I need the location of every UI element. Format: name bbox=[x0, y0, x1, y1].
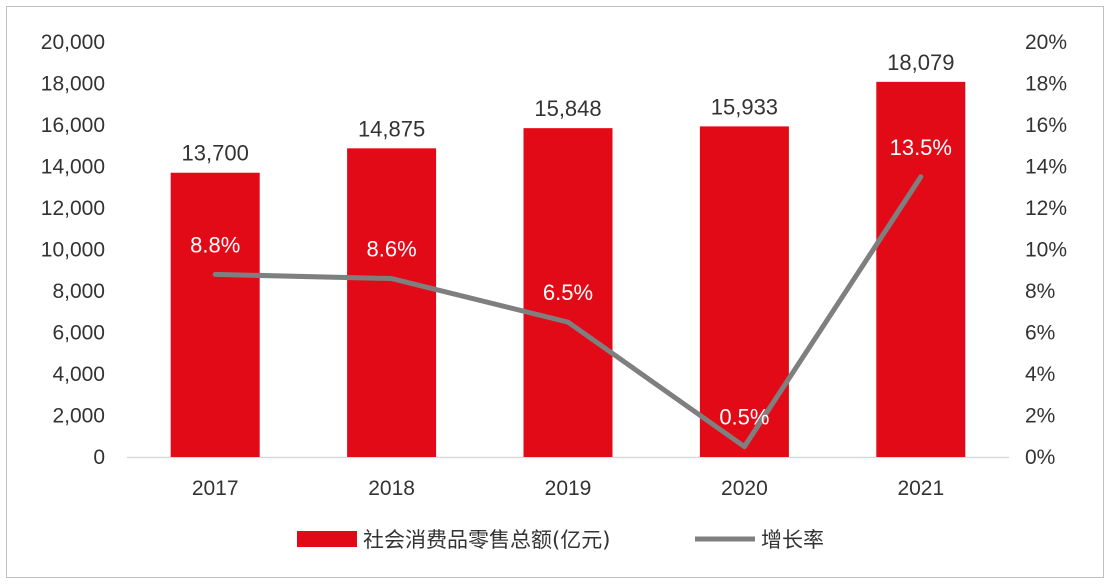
y-left-tick-label: 12,000 bbox=[41, 197, 105, 220]
bar bbox=[876, 81, 966, 457]
y-left-tick-label: 20,000 bbox=[41, 31, 105, 54]
bar bbox=[347, 148, 437, 457]
y-right-tick-label: 6% bbox=[1025, 322, 1055, 345]
bar bbox=[523, 128, 613, 457]
bar-value-label: 15,848 bbox=[534, 96, 601, 121]
growth-rate-label: 13.5% bbox=[890, 135, 952, 160]
y-right-tick-label: 0% bbox=[1025, 446, 1055, 469]
legend-swatch-bar bbox=[297, 531, 357, 547]
chart-frame: 0 2,000 4,000 6,000 8,000 10,000 12,000 14,000 1… bbox=[6, 6, 1104, 578]
y-left-tick-label: 14,000 bbox=[41, 156, 105, 179]
y-right-tick-label: 2% bbox=[1025, 405, 1055, 428]
y-right-tick-label: 20% bbox=[1025, 31, 1067, 54]
combo-chart: 0 2,000 4,000 6,000 8,000 10,000 12,000 14,000 1… bbox=[41, 31, 1067, 552]
x-tick-label: 2021 bbox=[897, 477, 944, 500]
growth-rate-label: 0.5% bbox=[719, 405, 769, 430]
y-left-tick-label: 8,000 bbox=[52, 280, 105, 303]
line-series bbox=[212, 174, 924, 450]
x-tick-label: 2019 bbox=[545, 477, 592, 500]
legend: 社会消费品零售总额(亿元) 增长率 bbox=[297, 528, 824, 552]
y-left-tick-label: 16,000 bbox=[41, 114, 105, 137]
growth-rate-label: 8.6% bbox=[367, 237, 417, 262]
x-tick-label: 2018 bbox=[368, 477, 415, 500]
y-left-tick-label: 6,000 bbox=[52, 322, 105, 345]
bar-value-label: 14,875 bbox=[358, 116, 425, 141]
y-right-tick-label: 18% bbox=[1025, 73, 1067, 96]
y-left-tick-label: 2,000 bbox=[52, 405, 105, 428]
x-tick-label: 2017 bbox=[192, 477, 239, 500]
bar-series bbox=[170, 81, 966, 457]
y-right-tick-label: 4% bbox=[1025, 363, 1055, 386]
y-right-tick-label: 14% bbox=[1025, 156, 1067, 179]
y-right-tick-label: 12% bbox=[1025, 197, 1067, 220]
legend-label-bar: 社会消费品零售总额(亿元) bbox=[363, 528, 610, 552]
growth-rate-label: 6.5% bbox=[543, 280, 593, 305]
x-tick-label: 2020 bbox=[721, 477, 768, 500]
y-right-tick-label: 10% bbox=[1025, 239, 1067, 262]
y-left-tick-label: 4,000 bbox=[52, 363, 105, 386]
bar-value-label: 15,933 bbox=[711, 94, 778, 119]
y-left-tick-label: 0 bbox=[93, 446, 105, 469]
y-right-tick-label: 8% bbox=[1025, 280, 1055, 303]
y-left-tick-label: 10,000 bbox=[41, 239, 105, 262]
data-labels: 13,700 14,875 15,848 15,933 18,079 8.8% 8.6% 6.… bbox=[182, 50, 955, 430]
growth-rate-label: 8.8% bbox=[190, 232, 240, 257]
y-right-tick-label: 16% bbox=[1025, 114, 1067, 137]
y-left-tick-label: 18,000 bbox=[41, 73, 105, 96]
bar-value-label: 18,079 bbox=[887, 50, 954, 75]
bar-value-label: 13,700 bbox=[182, 141, 249, 166]
axes: 0 2,000 4,000 6,000 8,000 10,000 12,000 14,000 1… bbox=[41, 31, 1067, 500]
bar bbox=[170, 172, 260, 457]
legend-label-line: 增长率 bbox=[761, 528, 824, 552]
